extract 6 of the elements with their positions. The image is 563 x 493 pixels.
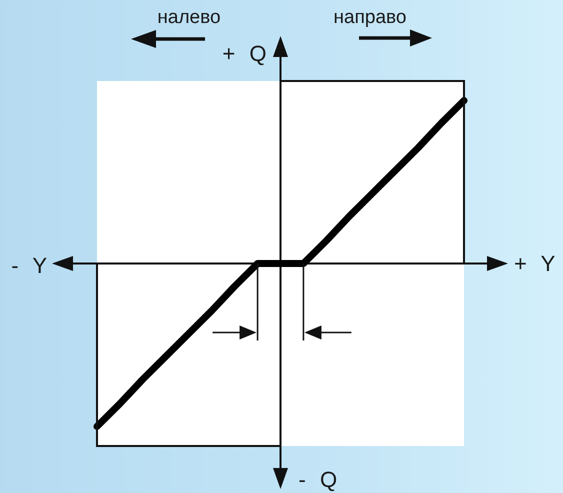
text: - Y [11,252,47,278]
y-axis-title: + Q [222,41,266,66]
text: - Q [298,467,338,492]
text: налево [157,7,221,28]
text: направо [334,7,406,28]
x-axis-title: + Y [514,250,556,276]
